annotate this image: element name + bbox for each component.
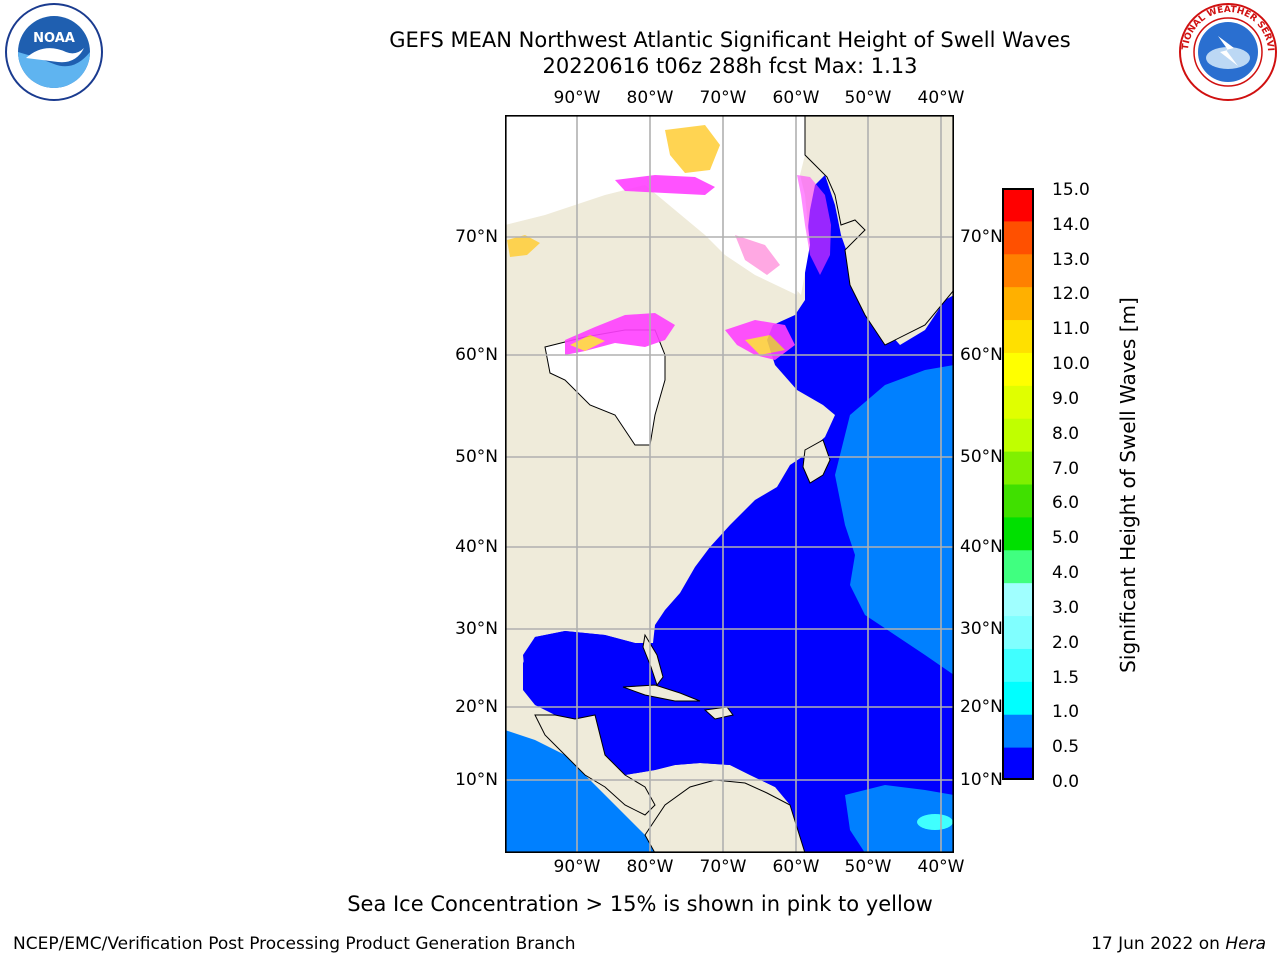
footer-date: 17 Jun 2022 on Hera — [1091, 934, 1266, 954]
baffin-bay — [725, 155, 810, 295]
colorbar-tick-label: 13.0 — [1052, 249, 1090, 270]
colorbar-tick-label: 0.0 — [1052, 772, 1080, 792]
florida — [642, 633, 664, 687]
south-america — [644, 779, 806, 853]
lat-tick-right: 70°N — [960, 227, 1003, 247]
lat-tick-left: 20°N — [455, 697, 498, 717]
colorbar-segment — [1002, 747, 1034, 780]
colorbar-segment — [1002, 714, 1034, 748]
colorbar-segment — [1002, 286, 1034, 321]
map-plot — [505, 115, 954, 853]
lon-tick-top: 60°W — [772, 88, 820, 108]
colorbar-segment — [1002, 352, 1034, 386]
lon-tick-bottom: 70°W — [699, 857, 747, 877]
nws-logo: NATIONAL WEATHER SERVICE — [1178, 2, 1277, 101]
colorbar-segment — [1002, 451, 1034, 485]
colorbar-segment — [1002, 484, 1034, 518]
colorbar-segment — [1002, 220, 1034, 255]
light-swell-south — [845, 785, 954, 853]
colorbar-segment — [1002, 549, 1034, 584]
lat-tick-right: 30°N — [960, 619, 1003, 639]
graticule — [505, 115, 954, 853]
colorbar-tick-label: 14.0 — [1052, 214, 1090, 235]
lon-tick-top: 70°W — [699, 88, 747, 108]
colorbar-tick-label: 12.0 — [1052, 284, 1090, 305]
colorbar-tick-label: 7.0 — [1052, 458, 1080, 479]
colorbar-segment — [1002, 253, 1034, 288]
labrador-ice — [797, 175, 831, 275]
gulf-of-mexico — [523, 631, 655, 719]
colorbar-tick-label: 9.0 — [1052, 388, 1080, 409]
lat-tick-left: 70°N — [455, 227, 498, 247]
lon-tick-bottom: 60°W — [772, 857, 820, 877]
colorbar-segment — [1002, 385, 1034, 419]
colorbar-segment — [1002, 648, 1034, 682]
colorbar-tick-label: 11.0 — [1052, 319, 1090, 340]
lat-tick-right: 60°N — [960, 345, 1003, 365]
lat-tick-left: 40°N — [455, 537, 498, 557]
newfoundland — [802, 439, 831, 484]
lat-tick-right: 10°N — [960, 770, 1003, 790]
footer-date-text: 17 Jun 2022 on — [1091, 934, 1226, 954]
colorbar-segment — [1002, 319, 1034, 353]
lat-tick-left: 60°N — [455, 345, 498, 365]
lon-tick-top: 40°W — [917, 88, 965, 108]
svg-text:NOAA: NOAA — [33, 31, 75, 46]
colorbar-tick-label: 1.0 — [1052, 702, 1080, 723]
colorbar-tick-label: 2.0 — [1052, 632, 1080, 653]
lon-tick-top: 90°W — [553, 88, 601, 108]
map-frame — [505, 115, 954, 853]
colorbar-segment — [1002, 188, 1034, 222]
pacific-ocean — [505, 730, 655, 853]
caribbean-sea — [595, 700, 790, 787]
lat-tick-right: 40°N — [960, 537, 1003, 557]
lat-tick-right: 20°N — [960, 697, 1003, 717]
colorbar-segment — [1002, 516, 1034, 551]
noaa-logo: NOAA — [5, 3, 103, 101]
lon-tick-top: 50°W — [844, 88, 892, 108]
colorbar-frame — [1002, 188, 1034, 780]
greenland-coast — [804, 115, 954, 346]
cuba — [622, 684, 701, 702]
colorbar-segment — [1002, 582, 1034, 617]
chart-title: GEFS MEAN Northwest Atlantic Significant… — [389, 28, 1071, 52]
lon-tick-top: 80°W — [626, 88, 674, 108]
lat-tick-left: 10°N — [455, 770, 498, 790]
colorbar-tick-label: 4.0 — [1052, 563, 1080, 584]
chart-subtitle: 20220616 t06z 288h fcst Max: 1.13 — [542, 54, 918, 78]
colorbar-tick-label: 0.5 — [1052, 737, 1080, 758]
colorbar-segment — [1002, 681, 1034, 715]
colorbar-tick-label: 6.0 — [1052, 493, 1080, 514]
lat-tick-left: 50°N — [455, 447, 498, 467]
colorbar-tick-label: 3.0 — [1052, 597, 1080, 618]
hispaniola — [703, 706, 734, 720]
colorbar-tick-label: 1.5 — [1052, 667, 1080, 688]
colorbar-tick-label: 15.0 — [1052, 180, 1090, 200]
sea-ice-note: Sea Ice Concentration > 15% is shown in … — [347, 892, 933, 916]
cyan-swell-patch — [917, 814, 953, 830]
lon-tick-bottom: 90°W — [553, 857, 601, 877]
lat-tick-right: 50°N — [960, 447, 1003, 467]
colorbar-tick-label: 10.0 — [1052, 354, 1090, 375]
sea-ice — [507, 125, 795, 360]
colorbar-title: Significant Height of Swell Waves [m] — [1116, 297, 1140, 673]
colorbar-tick-label: 8.0 — [1052, 423, 1080, 444]
lat-tick-left: 30°N — [455, 619, 498, 639]
colorbar-segment — [1002, 615, 1034, 649]
lon-tick-bottom: 50°W — [844, 857, 892, 877]
central-america — [534, 714, 656, 816]
colorbar — [1002, 188, 1034, 780]
light-swell-east — [835, 365, 954, 675]
colorbar-tick-label: 5.0 — [1052, 528, 1080, 549]
colorbar-segment — [1002, 418, 1034, 452]
lon-tick-bottom: 40°W — [917, 857, 965, 877]
lon-tick-bottom: 80°W — [626, 857, 674, 877]
footer-host: Hera — [1225, 934, 1266, 954]
footer-credit: NCEP/EMC/Verification Post Processing Pr… — [13, 934, 576, 954]
